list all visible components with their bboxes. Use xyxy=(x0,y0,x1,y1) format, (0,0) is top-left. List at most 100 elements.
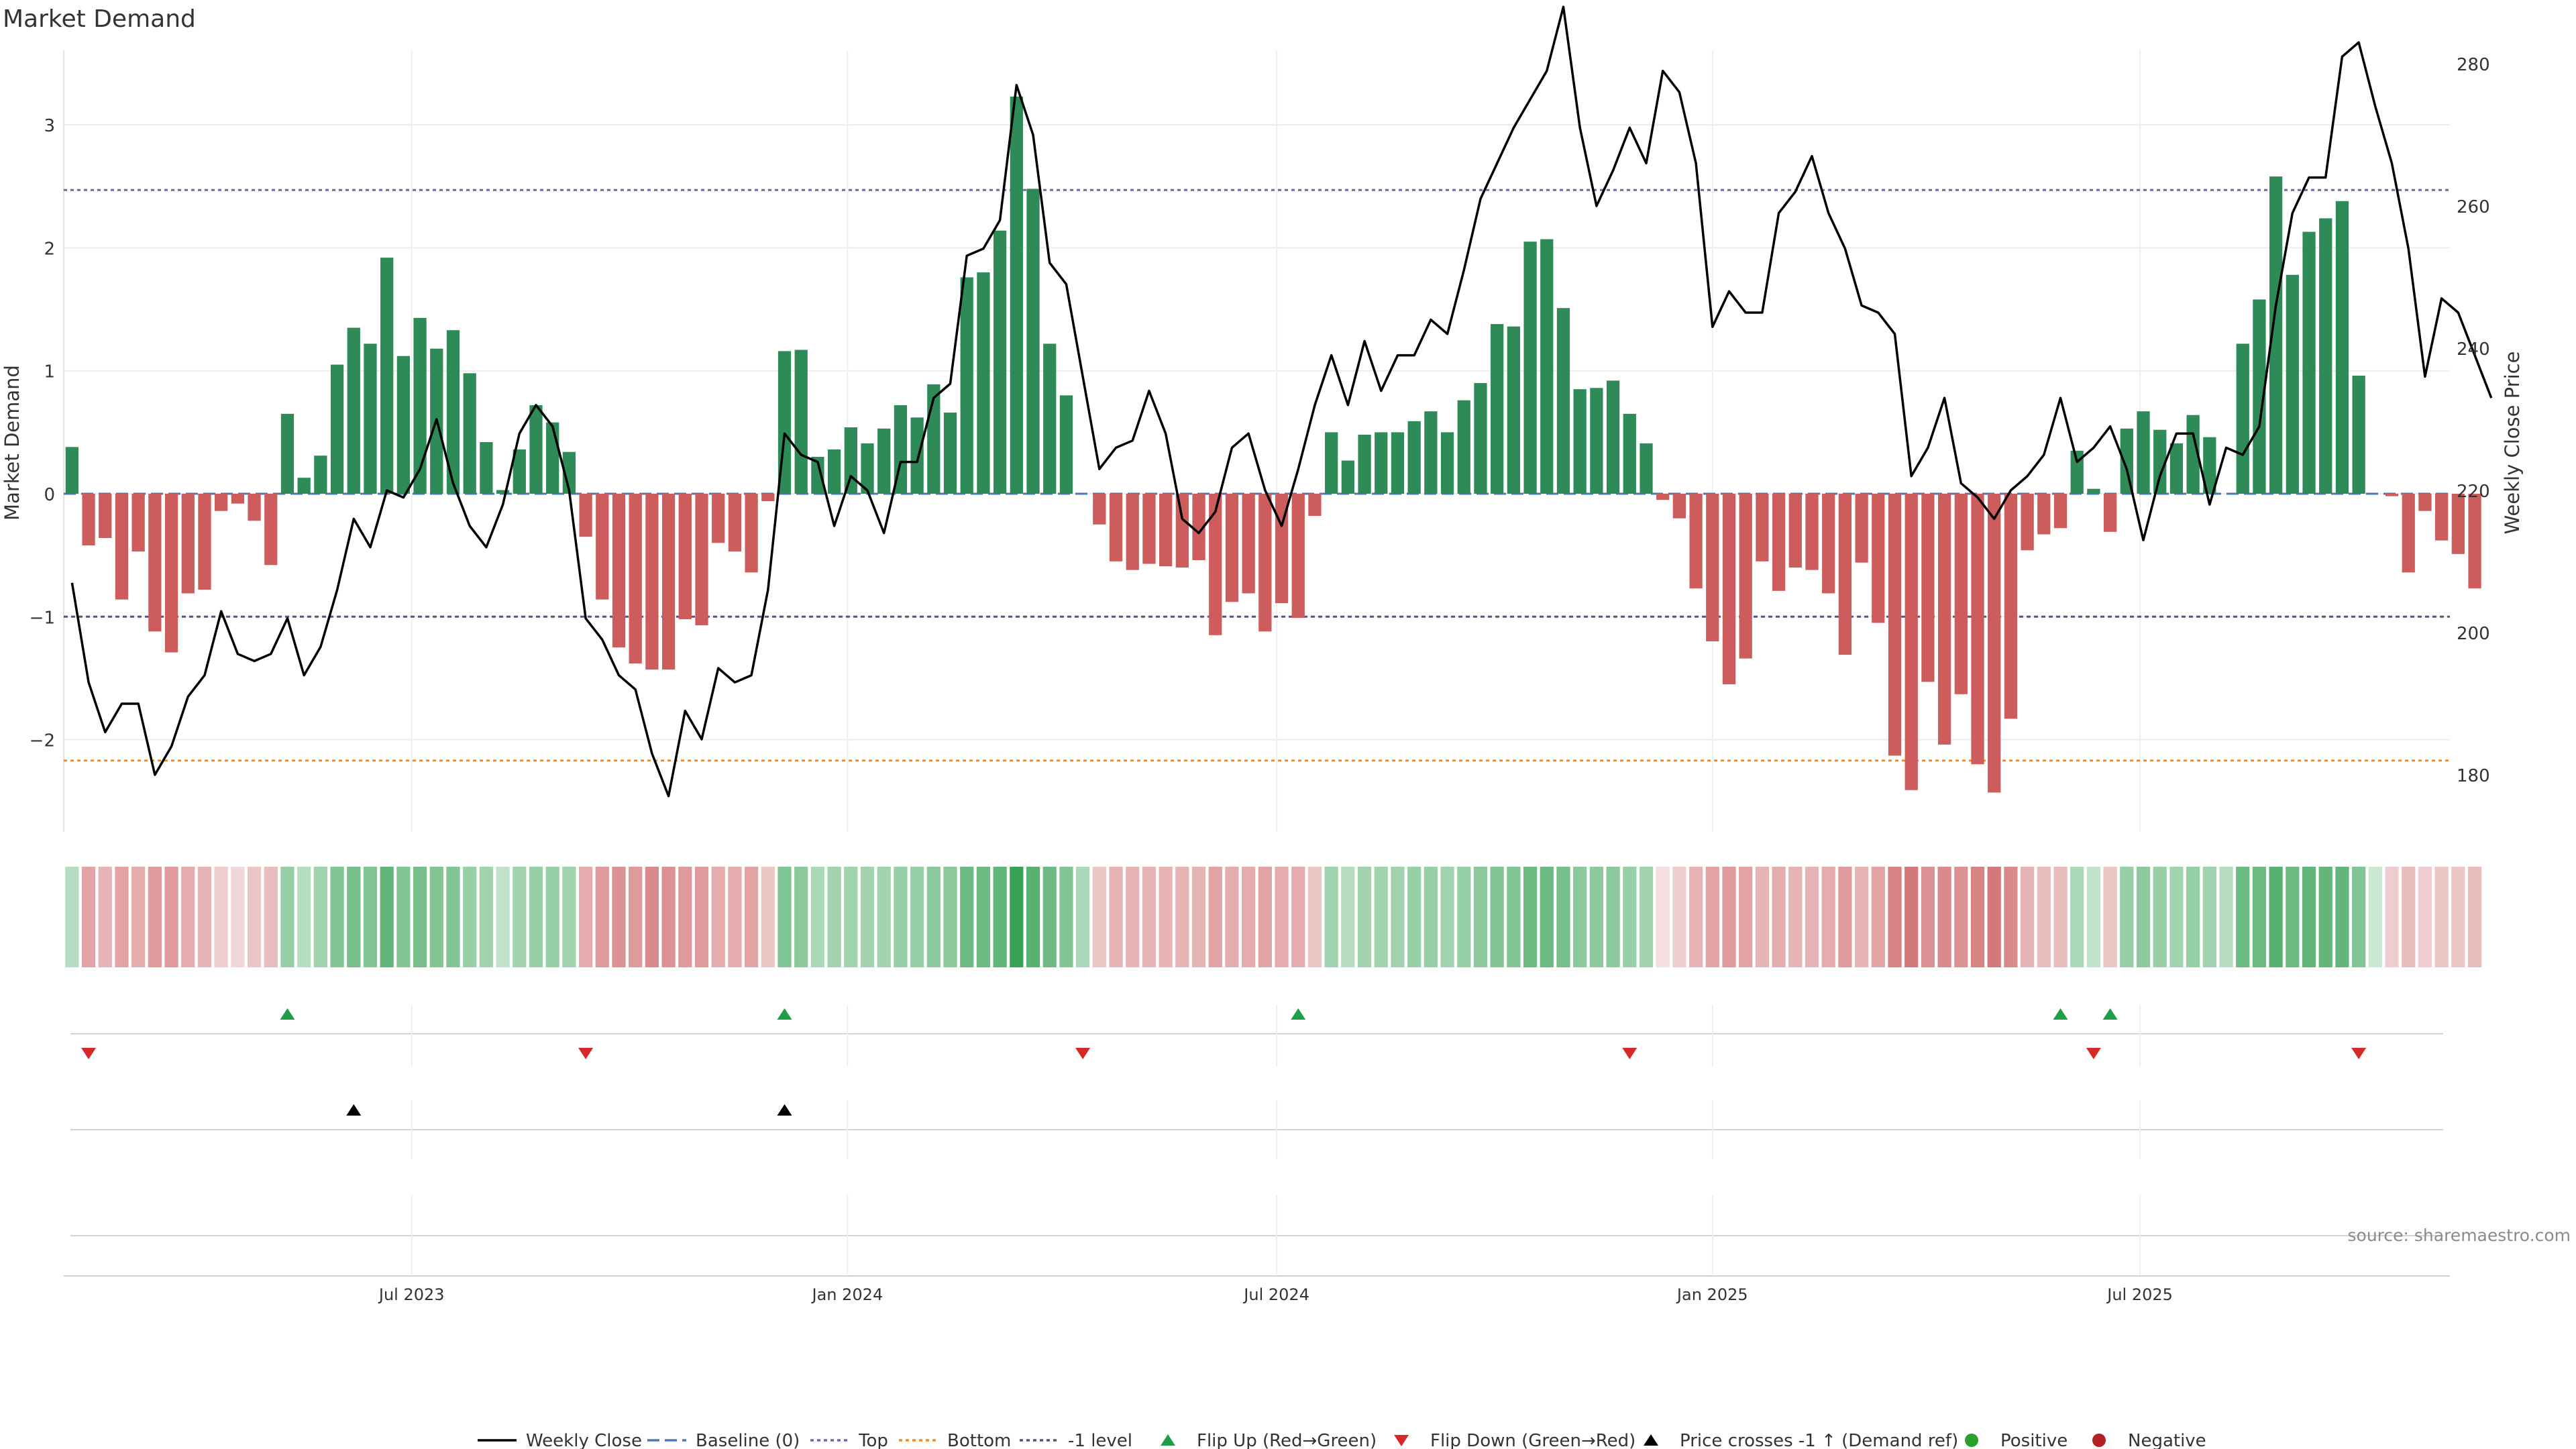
heat-cell xyxy=(1772,867,1786,967)
heat-cell xyxy=(1026,867,1040,967)
demand-bar xyxy=(612,494,626,648)
heat-cell xyxy=(529,867,543,967)
heat-cell xyxy=(1987,867,2001,967)
heat-cell xyxy=(1407,867,1421,967)
heat-cell xyxy=(1059,867,1073,967)
heat-cell xyxy=(894,867,908,967)
demand-bar xyxy=(1822,494,1835,594)
heat-cell xyxy=(81,867,96,967)
demand-bar xyxy=(1341,460,1354,494)
demand-bar xyxy=(1872,494,1885,623)
heat-cell xyxy=(612,867,626,967)
demand-bar xyxy=(1126,494,1139,570)
heat-cell xyxy=(1639,867,1654,967)
demand-bar xyxy=(1026,189,1040,494)
source-credit: source: sharemaestro.com xyxy=(2348,1226,2571,1245)
heat-cell xyxy=(744,867,759,967)
demand-bar xyxy=(280,413,294,494)
heat-cell xyxy=(2352,867,2366,967)
demand-bar xyxy=(1291,494,1305,619)
demand-bar xyxy=(579,494,592,537)
heat-cell xyxy=(629,867,643,967)
heat-cell xyxy=(380,867,394,967)
heat-cell xyxy=(2219,867,2233,967)
demand-bar xyxy=(1556,308,1570,494)
heat-cell xyxy=(2402,867,2416,967)
flip-up-marker xyxy=(777,1008,792,1020)
heat-cell xyxy=(1722,867,1736,967)
heat-cell xyxy=(2037,867,2051,967)
legend: Weekly Close Baseline (0) Top Bottom -1 leve… xyxy=(478,1431,2206,1449)
heat-cell xyxy=(1705,867,1719,967)
heat-cell xyxy=(2451,867,2465,967)
heat-cell xyxy=(2103,867,2117,967)
heat-cell xyxy=(1970,867,1985,967)
heat-cell xyxy=(1076,867,1090,967)
heat-cell xyxy=(347,867,361,967)
heat-cell xyxy=(926,867,941,967)
heat-cell xyxy=(910,867,924,967)
demand-bar xyxy=(148,494,162,632)
heat-cell xyxy=(1656,867,1670,967)
legend-item: Baseline (0) xyxy=(647,1431,800,1449)
heat-cell xyxy=(1242,867,1256,967)
demand-bar xyxy=(1142,494,1156,564)
demand-bar xyxy=(364,343,377,494)
demand-bar xyxy=(115,494,129,600)
y2-tick-label: 260 xyxy=(2457,197,2490,217)
heat-cell xyxy=(1424,867,1438,967)
demand-bar xyxy=(2352,376,2365,494)
y2-axis-ticks: 180 200 220 240 260 280 xyxy=(2457,55,2490,786)
demand-bar xyxy=(1358,435,1371,494)
legend-label: -1 level xyxy=(1068,1431,1132,1449)
demand-bar xyxy=(1739,494,1752,659)
demand-bar xyxy=(745,494,758,573)
heat-cell xyxy=(943,867,957,967)
heat-cell xyxy=(1307,867,1322,967)
flip-down-marker xyxy=(1622,1048,1638,1059)
heat-cell xyxy=(1291,867,1305,967)
demand-bar xyxy=(993,230,1007,494)
legend-item: Bottom xyxy=(899,1431,1011,1449)
heat-cell xyxy=(1589,867,1604,967)
demand-bar xyxy=(1258,494,1272,632)
demand-bar xyxy=(1474,383,1487,494)
demand-bar xyxy=(1093,494,1106,525)
heat-cell xyxy=(231,867,245,967)
demand-bar xyxy=(1225,494,1239,602)
demand-bar xyxy=(2186,415,2200,494)
heat-cell xyxy=(1341,867,1355,967)
demand-bar xyxy=(2004,494,2018,719)
demand-bar xyxy=(645,494,659,670)
demand-bar xyxy=(2253,299,2266,494)
heat-cell xyxy=(2252,867,2267,967)
legend-swatch xyxy=(1644,1434,1658,1446)
demand-bar xyxy=(330,364,344,494)
heat-cell xyxy=(562,867,576,967)
heat-cell xyxy=(2004,867,2018,967)
demand-bar xyxy=(2053,494,2068,529)
demand-bar xyxy=(2087,488,2100,494)
heat-cell xyxy=(844,867,858,967)
heat-cell xyxy=(827,867,841,967)
heat-cell xyxy=(1821,867,1835,967)
heat-cell xyxy=(2467,867,2482,967)
heat-cell xyxy=(1523,867,1538,967)
demand-bar xyxy=(811,457,824,494)
heat-cell xyxy=(1225,867,1239,967)
legend-item: Flip Down (Green→Red) xyxy=(1394,1431,1635,1449)
heat-cell xyxy=(1573,867,1587,967)
demand-bar xyxy=(877,428,891,494)
heat-cell xyxy=(479,867,494,967)
heat-cell xyxy=(1490,867,1504,967)
demand-bar xyxy=(2120,428,2133,494)
heat-cell xyxy=(645,867,659,967)
y2-tick-label: 220 xyxy=(2457,482,2490,502)
heat-cell xyxy=(711,867,725,967)
heat-cell xyxy=(181,867,195,967)
heat-cell xyxy=(1159,867,1173,967)
legend-swatch xyxy=(1965,1434,1978,1447)
x-tick-label: Jan 2024 xyxy=(811,1285,883,1304)
heat-cell xyxy=(1739,867,1753,967)
